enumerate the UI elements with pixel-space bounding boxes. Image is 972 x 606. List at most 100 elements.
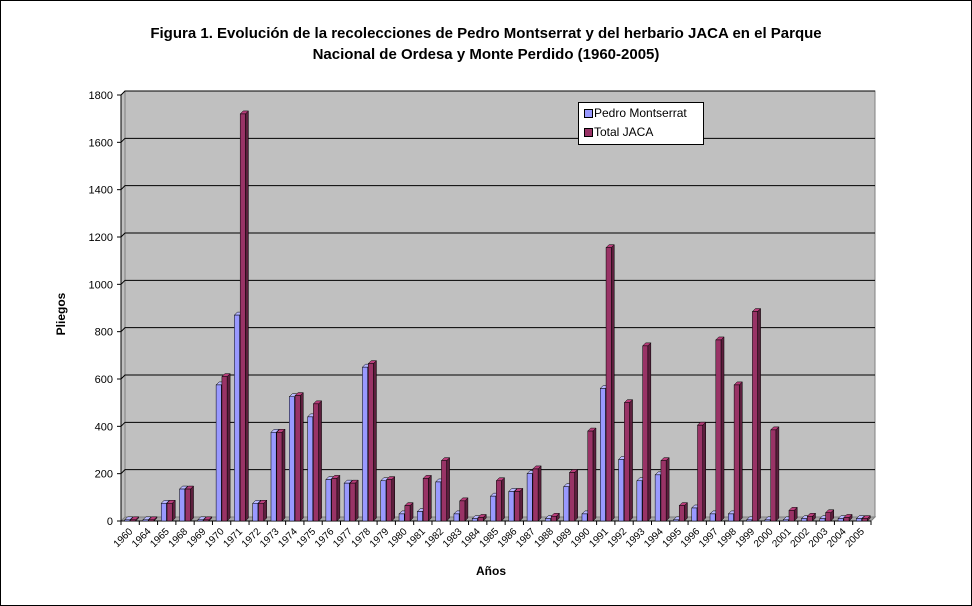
x-tick-label: 1989 — [551, 526, 575, 550]
x-tick-label: 1972 — [240, 526, 264, 550]
x-tick-label: 1987 — [514, 526, 538, 550]
plot-wall — [124, 90, 876, 518]
bar-total-jaca-1985 — [495, 477, 506, 522]
y-tick-label: 1800 — [89, 90, 113, 102]
x-axis-title: Años — [476, 564, 506, 578]
x-tick-label: 2001 — [770, 526, 794, 550]
x-tick-label: 1995 — [661, 526, 685, 550]
chart-title-line-1: Figura 1. Evolución de la recolecciones … — [150, 25, 822, 42]
y-tick-label: 1000 — [89, 279, 113, 291]
y-tick-label: 1600 — [89, 137, 113, 149]
y-tick-label: 800 — [95, 327, 113, 339]
bar-total-jaca-1978 — [367, 360, 378, 522]
x-tick-label: 1982 — [423, 526, 447, 550]
bar-total-jaca-1979 — [385, 475, 396, 522]
bar-total-jaca-1973 — [276, 428, 286, 522]
y-tick-label: 400 — [95, 421, 113, 433]
x-tick-label: 1973 — [258, 526, 282, 550]
bar-total-jaca-1986 — [513, 487, 524, 522]
x-tick-label: 2003 — [807, 526, 831, 550]
gridline — [120, 90, 875, 96]
chart-title: Figura 1. Evolución de la recolecciones … — [1, 23, 971, 65]
x-tick-label: 1990 — [569, 526, 593, 550]
x-tick-label: 1974 — [276, 526, 300, 550]
legend: Pedro Montserrat Total JACA — [578, 102, 704, 145]
legend-label-pedro-montserrat: Pedro Montserrat — [594, 106, 687, 120]
bar-total-jaca-1976 — [331, 474, 341, 522]
legend-swatch-total-jaca — [584, 128, 593, 137]
bar-total-jaca-2003 — [824, 509, 835, 522]
bar-total-jaca-1981 — [422, 474, 432, 522]
x-tick-label: 2005 — [843, 526, 867, 550]
x-tick-label: 1965 — [148, 526, 172, 550]
legend-item-total-jaca: Total JACA — [579, 124, 703, 143]
x-tick-label: 2002 — [789, 526, 813, 550]
gridline — [120, 232, 875, 238]
bar-total-jaca-2001 — [788, 506, 798, 522]
x-tick-label: 1994 — [642, 526, 666, 550]
bar-total-jaca-1995 — [678, 502, 689, 522]
bar-total-jaca-1997 — [715, 336, 725, 522]
bar-total-jaca-1992 — [623, 399, 634, 522]
x-tick-label: 1991 — [587, 526, 611, 550]
bar-total-jaca-2000 — [770, 426, 780, 522]
x-tick-label: 1971 — [222, 526, 246, 550]
bar-total-jaca-1994 — [660, 457, 670, 522]
x-tick-label: 1999 — [734, 526, 758, 550]
x-tick-label: 1981 — [404, 526, 428, 550]
x-tick-label: 1992 — [606, 526, 630, 550]
bar-total-jaca-1964 — [148, 516, 158, 522]
bar-total-jaca-1974 — [294, 391, 304, 522]
x-tick-label: 1976 — [313, 526, 337, 550]
bar-total-jaca-1980 — [404, 502, 414, 522]
x-tick-label: 1964 — [130, 526, 154, 550]
y-axis-title: Pliegos — [54, 292, 68, 335]
bar-total-jaca-1993 — [642, 342, 652, 522]
y-tick-label: 200 — [95, 469, 113, 481]
bar-total-jaca-1969 — [203, 516, 213, 522]
x-tick-label: 1985 — [478, 526, 502, 550]
legend-label-total-jaca: Total JACA — [594, 125, 654, 139]
gridline — [120, 279, 875, 285]
x-tick-label: 1988 — [532, 526, 556, 550]
bar-total-jaca-2002 — [806, 512, 817, 522]
x-tick-label: 1977 — [331, 526, 355, 550]
bar-total-jaca-1965 — [166, 499, 176, 522]
bar-total-jaca-1998 — [733, 381, 743, 522]
y-tick-label: 1200 — [89, 232, 113, 244]
x-tick-label: 1969 — [185, 526, 209, 550]
y-tick-label: 600 — [95, 374, 113, 386]
x-tick-label: 1998 — [715, 526, 739, 550]
x-tick-label: 1993 — [624, 526, 648, 550]
bar-total-jaca-1982 — [440, 457, 451, 522]
x-tick-label: 1984 — [459, 526, 483, 550]
x-tick-label: 1983 — [441, 526, 465, 550]
x-tick-label: 1980 — [386, 526, 410, 550]
chart-title-line-2: Nacional de Ordesa y Monte Perdido (1960… — [312, 46, 660, 63]
bar-total-jaca-1990 — [587, 427, 597, 522]
bar-total-jaca-1991 — [605, 244, 615, 522]
gridline — [120, 327, 875, 333]
x-tick-label: 1975 — [295, 526, 319, 550]
bar-total-jaca-1977 — [349, 479, 359, 522]
bar-total-jaca-1983 — [459, 497, 469, 522]
legend-swatch-pedro-montserrat — [584, 109, 593, 118]
bar-total-jaca-1972 — [257, 499, 268, 522]
x-tick-label: 1979 — [368, 526, 392, 550]
x-tick-label: 1986 — [496, 526, 520, 550]
bar-total-jaca-1996 — [696, 421, 707, 522]
bar-total-jaca-1975 — [312, 400, 323, 522]
legend-item-pedro-montserrat: Pedro Montserrat — [579, 105, 703, 124]
y-tick-label: 0 — [107, 516, 113, 528]
x-tick-label: 2000 — [752, 526, 776, 550]
x-tick-label: 1997 — [697, 526, 721, 550]
bar-total-jaca-1987 — [532, 465, 542, 522]
bar-total-jaca-1960 — [129, 516, 140, 522]
gridline — [120, 185, 875, 191]
bar-total-jaca-1999 — [751, 307, 762, 522]
x-tick-label: 1960 — [112, 526, 136, 550]
bar-total-jaca-1970 — [221, 373, 231, 522]
x-tick-label: 1970 — [203, 526, 227, 550]
